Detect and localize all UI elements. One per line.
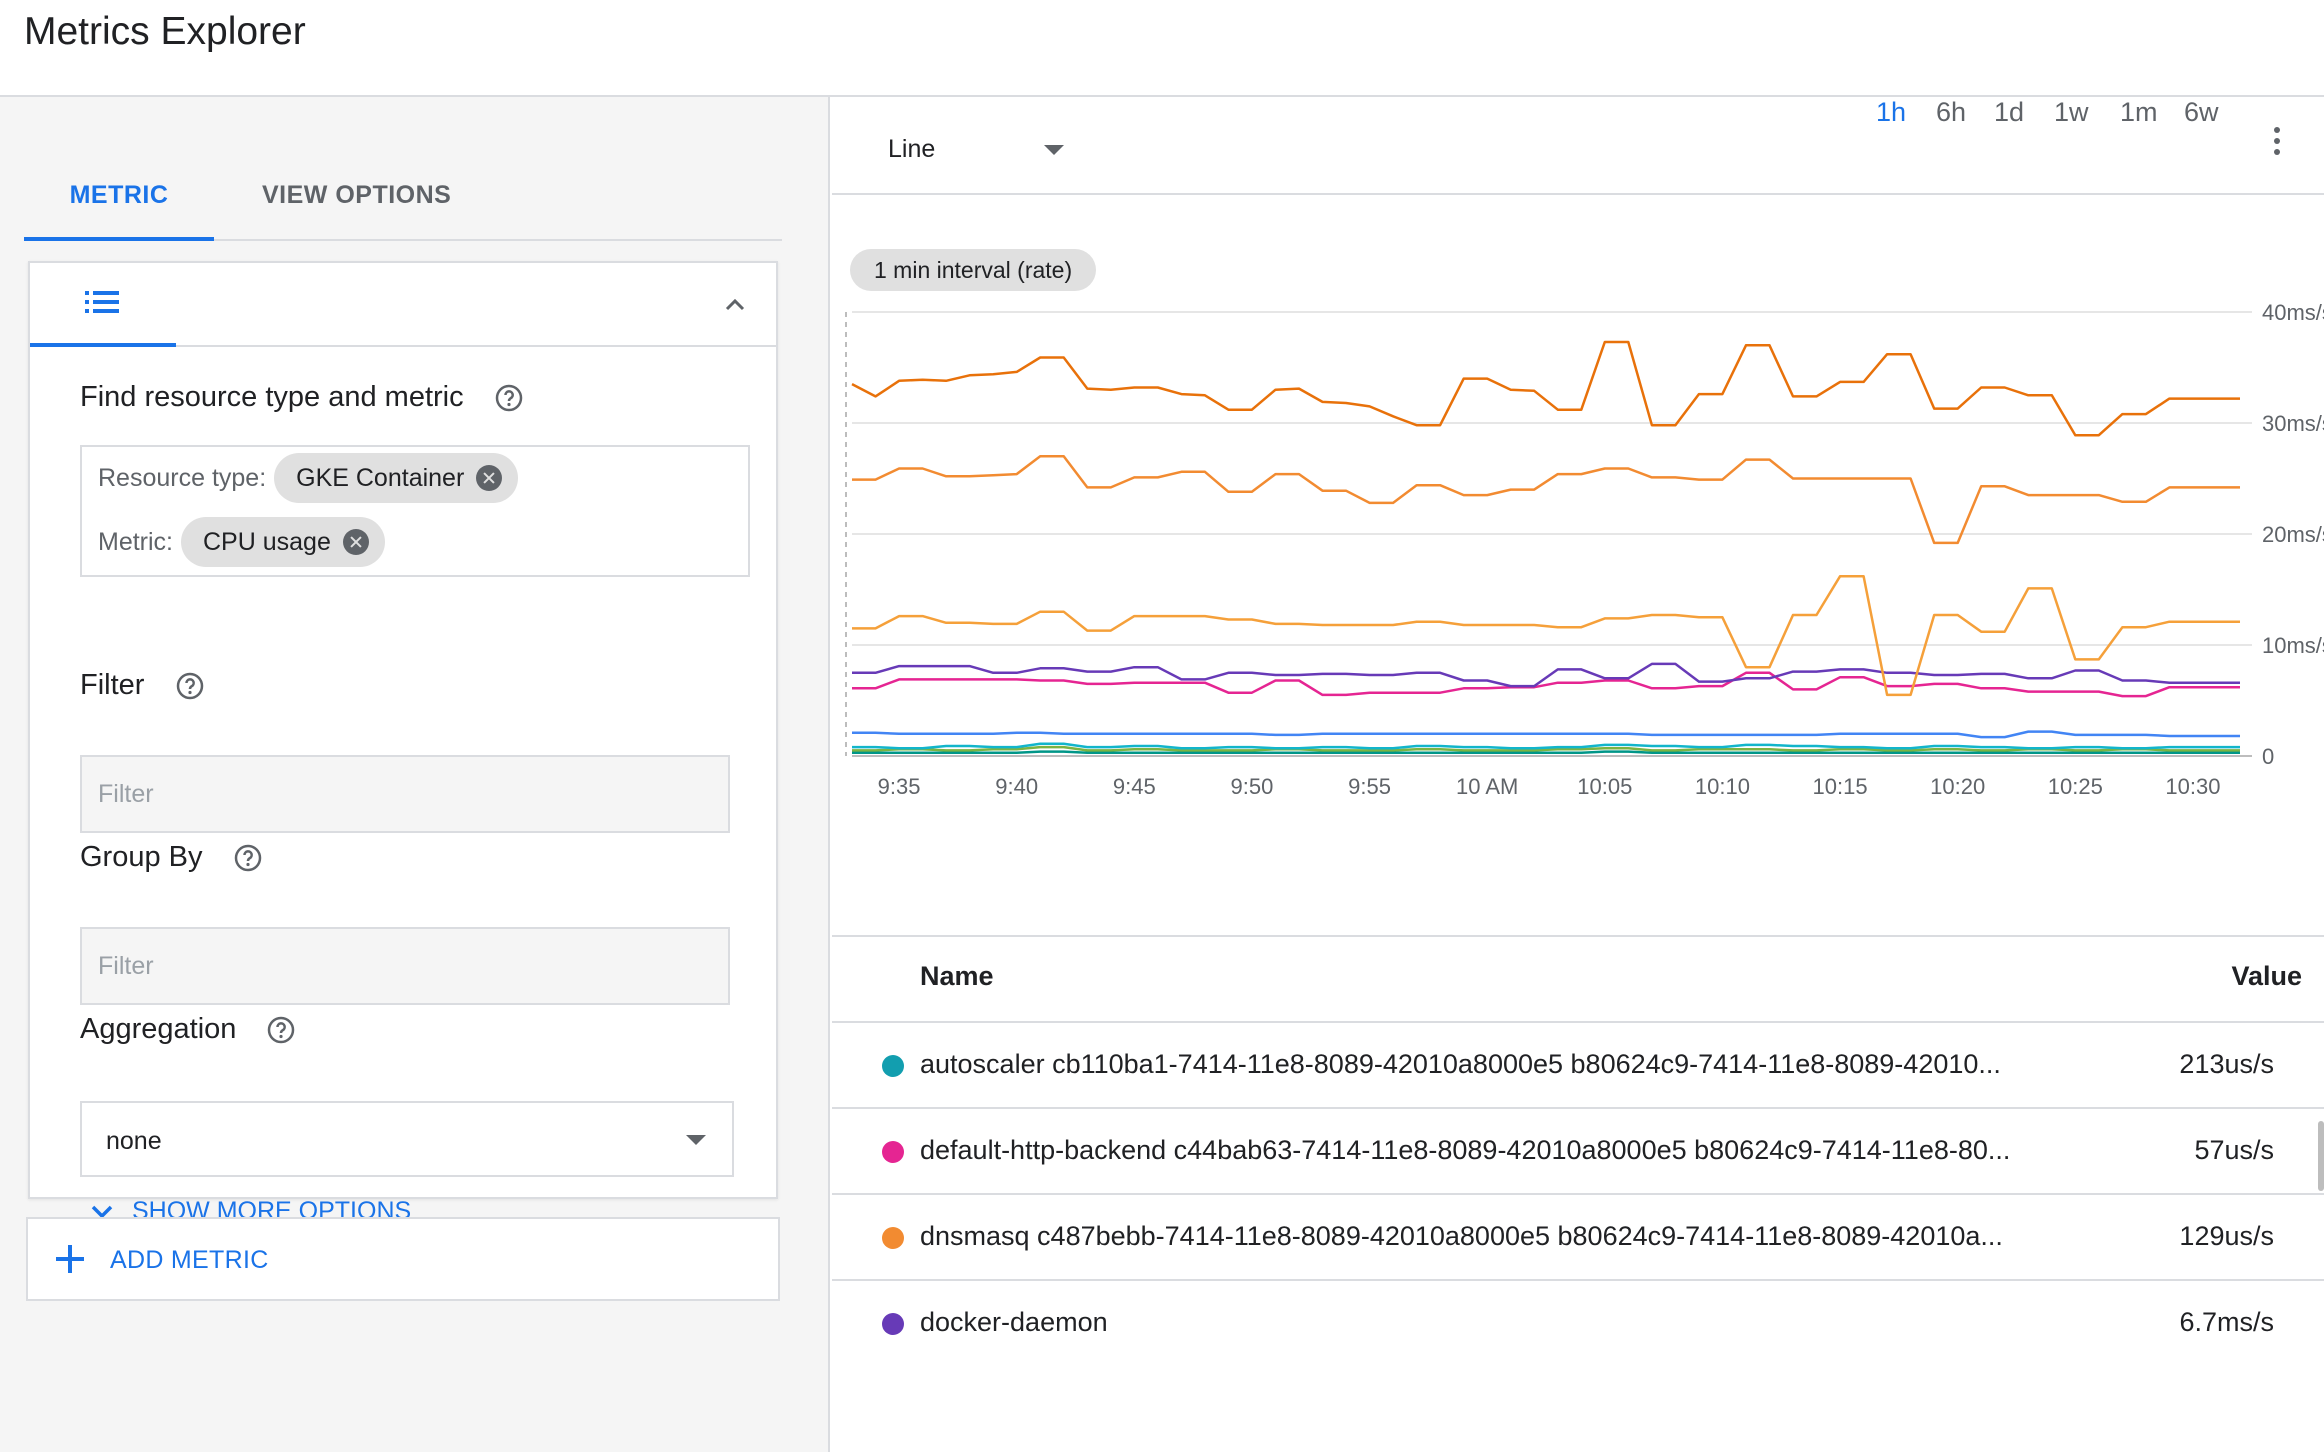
x-tick-label: 10:05 (1577, 774, 1632, 799)
add-metric-label: ADD METRIC (110, 1246, 269, 1274)
series-line[interactable] (851, 340, 2240, 437)
resource-type-value: GKE Container (296, 463, 465, 492)
interval-chip: 1 min interval (rate) (850, 249, 1097, 291)
x-tick-label: 10 AM (1456, 774, 1518, 799)
series-value: 213us/s (2179, 1049, 2274, 1079)
range-6h[interactable]: 6h (1936, 97, 1967, 127)
aggregation-label: Aggregation (80, 1013, 296, 1046)
series-line[interactable] (852, 730, 2240, 739)
plus-icon (56, 1245, 84, 1273)
series-color-dot (882, 1141, 904, 1163)
series-name: autoscaler cb110ba1-7414-11e8-8089-42010… (920, 1049, 2001, 1079)
range-1h[interactable]: 1h (1876, 97, 1907, 127)
chart-panel: Line 1h 6h 1d 1w 1m 6w 1 min interval (r… (832, 97, 2324, 1452)
table-row[interactable]: autoscaler cb110ba1-7414-11e8-8089-42010… (832, 1023, 2324, 1109)
dropdown-arrow-icon[interactable] (1044, 145, 1064, 155)
x-tick-label: 9:50 (1231, 774, 1274, 799)
metrics-line-chart: 0 10ms/s 20ms/s 30ms/s 40ms/s 9:35 9:40 9:45 9:5… (845, 300, 2324, 799)
find-resource-label: Find resource type and metric (80, 381, 524, 414)
x-tick-label: 9:40 (995, 774, 1038, 799)
x-tick-label: 10:30 (2165, 774, 2220, 799)
series-color-dot (882, 1313, 904, 1335)
group-by-input[interactable] (80, 927, 730, 1005)
tab-view-options[interactable]: VIEW OPTIONS (262, 181, 452, 209)
y-tick-label: 30ms/s (2262, 411, 2324, 436)
range-1m[interactable]: 1m (2120, 97, 2158, 127)
group-by-label: Group By (80, 841, 263, 874)
list-view-tab[interactable] (30, 263, 176, 347)
value-column-header[interactable]: Value (2231, 961, 2302, 991)
metric-card: Find resource type and metric Resource t… (28, 261, 778, 1225)
series-color-dot (882, 1055, 904, 1077)
series-value: 57us/s (2194, 1135, 2274, 1165)
table-header: Name Value (832, 935, 2324, 1023)
series-color-dot (882, 1227, 904, 1249)
range-1d[interactable]: 1d (1994, 97, 2025, 127)
aggregation-value: none (106, 1127, 162, 1155)
page-title: Metrics Explorer (24, 10, 306, 53)
series-value: 129us/s (2179, 1221, 2274, 1251)
series-value: 6.7ms/s (2179, 1307, 2274, 1337)
metric-key: Metric: (98, 527, 173, 556)
y-tick-label: 10ms/s (2262, 633, 2324, 658)
resource-type-key: Resource type: (98, 463, 267, 492)
table-row[interactable]: default-http-backend c44bab63-7414-11e8-… (832, 1109, 2324, 1195)
series-name: dnsmasq c487bebb-7414-11e8-8089-42010a80… (920, 1221, 2003, 1251)
series-name: default-http-backend c44bab63-7414-11e8-… (920, 1135, 2011, 1165)
x-tick-label: 9:35 (878, 774, 921, 799)
help-icon[interactable] (175, 671, 205, 701)
metric-card-header (30, 263, 776, 347)
table-row[interactable]: dnsmasq c487bebb-7414-11e8-8089-42010a80… (832, 1195, 2324, 1281)
range-1w[interactable]: 1w (2054, 97, 2089, 127)
metric-value: CPU usage (203, 527, 331, 556)
series-line[interactable] (852, 671, 2240, 698)
filter-label: Filter (80, 669, 205, 702)
list-icon (85, 291, 119, 313)
x-tick-label: 10:10 (1695, 774, 1750, 799)
more-vert-icon[interactable] (2274, 127, 2280, 160)
help-icon[interactable] (233, 843, 263, 873)
series-line[interactable] (852, 745, 2240, 752)
x-tick-label: 10:25 (2048, 774, 2103, 799)
panel-tabs: METRIC VIEW OPTIONS (24, 157, 782, 241)
series-line[interactable] (852, 742, 2240, 750)
series-line[interactable] (852, 455, 2240, 545)
resource-metric-box[interactable]: Resource type: GKE Container Metric: CPU… (80, 445, 750, 577)
x-tick-label: 9:45 (1113, 774, 1156, 799)
app-header: Metrics Explorer (0, 0, 2324, 97)
metric-row: Metric: CPU usage (98, 517, 385, 567)
chevron-up-icon[interactable] (724, 297, 746, 311)
series-line[interactable] (852, 750, 2240, 754)
close-icon[interactable] (476, 465, 503, 491)
tab-metric[interactable]: METRIC (24, 157, 214, 241)
x-tick-label: 10:20 (1930, 774, 1985, 799)
series-line[interactable] (852, 662, 2240, 688)
resource-type-chip[interactable]: GKE Container (274, 453, 519, 503)
chevron-down-icon (91, 1205, 113, 1218)
close-icon[interactable] (342, 529, 369, 555)
metric-chip[interactable]: CPU usage (181, 517, 385, 567)
series-name: docker-daemon (920, 1307, 1108, 1337)
help-icon[interactable] (494, 383, 524, 413)
add-metric-button[interactable]: ADD METRIC (26, 1217, 780, 1301)
aggregation-select[interactable]: none (80, 1101, 734, 1177)
chart-toolbar: Line 1h 6h 1d 1w 1m 6w (832, 97, 2324, 195)
range-6w[interactable]: 6w (2184, 97, 2219, 127)
y-tick-label: 20ms/s (2262, 522, 2324, 547)
dropdown-arrow-icon (686, 1135, 706, 1145)
series-line[interactable] (852, 574, 2240, 697)
y-tick-label: 40ms/s (2262, 300, 2324, 325)
help-icon[interactable] (266, 1015, 296, 1045)
filter-input[interactable] (80, 755, 730, 833)
x-tick-label: 9:55 (1348, 774, 1391, 799)
query-panel: METRIC VIEW OPTIONS Find resource type a… (0, 97, 830, 1452)
name-column-header[interactable]: Name (920, 961, 994, 991)
x-tick-label: 10:15 (1813, 774, 1868, 799)
table-row[interactable]: docker-daemon 6.7ms/s (832, 1281, 2324, 1367)
resource-type-row: Resource type: GKE Container (98, 453, 519, 503)
chart-type-select[interactable]: Line (888, 135, 936, 163)
y-tick-label: 0 (2262, 744, 2274, 769)
table-scrollbar[interactable] (2318, 1121, 2324, 1191)
